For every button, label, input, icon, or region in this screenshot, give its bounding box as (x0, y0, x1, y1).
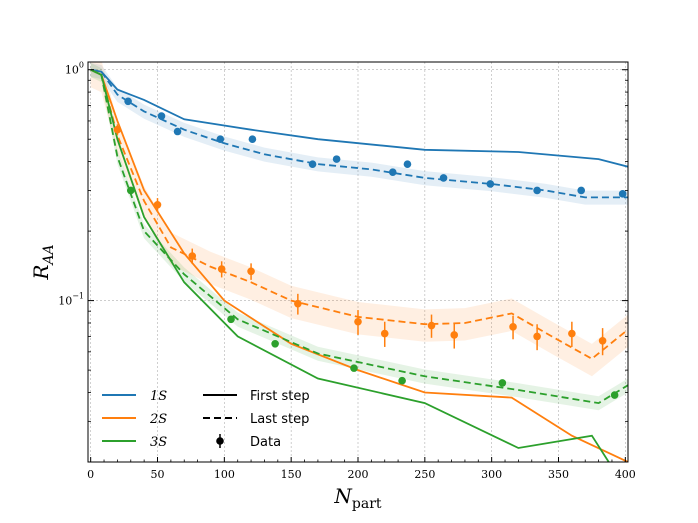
data-points (113, 97, 627, 399)
series-2s-data-point (450, 331, 459, 339)
series-1s-data-point (533, 186, 541, 195)
series-3s-data-point (126, 186, 135, 195)
series-1s-data-point (577, 186, 586, 195)
legend-3s-label: 3S (150, 435, 167, 450)
series-1s-data-point (332, 155, 341, 163)
x-tick-label: 300 (481, 468, 502, 481)
series-3s-data-point (271, 340, 279, 348)
series-2s-data-point (217, 265, 226, 273)
series-2s-data-point (188, 252, 197, 260)
legend-2s-label: 2S (149, 412, 167, 427)
series-1s-data-point (216, 135, 225, 144)
series-2s-data-point (533, 332, 541, 341)
x-tick-label: 400 (615, 468, 636, 481)
y-axis-ticks: 100 10−1 (58, 61, 628, 463)
x-tick-label: 150 (281, 468, 302, 481)
series-2s-data-point (247, 267, 255, 276)
series-2s-data-point (380, 329, 389, 338)
series-3s-first-step-line (90, 68, 610, 462)
series-3s-data-point (398, 376, 406, 385)
legend: 1S 2S 3S First step Last step Data (102, 389, 310, 450)
x-tick-label: 50 (151, 468, 165, 481)
series-2s-data-point (509, 323, 517, 331)
series-1s-data-point (618, 190, 627, 198)
legend-1s-label: 1S (150, 389, 167, 404)
series-2s-data-point (568, 329, 576, 338)
x-axis-ticks: 0 50 100 150 200 250 300 350 400 (87, 457, 636, 481)
x-axis-label: Npart (333, 484, 382, 512)
series-3s-data-point (350, 364, 358, 372)
series-2s-data-point (294, 299, 302, 308)
series-2s-first-step-line (90, 68, 628, 462)
series-1s-data-point (388, 168, 397, 176)
series-1s-first-step-line (90, 68, 628, 168)
series-2s-data-point (113, 125, 122, 134)
model-lines (90, 68, 628, 462)
series-2s-data-point (153, 200, 162, 209)
series-1s-data-point (486, 180, 495, 188)
x-tick-label: 0 (87, 468, 94, 481)
x-tick-label: 250 (414, 468, 435, 481)
series-2s-band (90, 62, 628, 377)
legend-last-step-label: Last step (250, 412, 309, 427)
series-1s-data-point (308, 160, 317, 168)
uncertainty-bands (90, 62, 628, 411)
series-2s-last-step-line (90, 68, 628, 360)
series-3s-data-point (610, 391, 619, 399)
grid-lines (88, 62, 628, 462)
legend-data-label: Data (250, 435, 281, 450)
series-2s-data-point (598, 336, 607, 345)
y-axis-label: RAA (29, 244, 57, 280)
legend-data-marker (216, 437, 224, 445)
series-1s-data-point (173, 127, 182, 136)
series-1s-data-point (124, 97, 132, 106)
series-1s-data-point (403, 160, 412, 168)
y-tick-label: 10−1 (58, 292, 84, 308)
x-tick-label: 200 (348, 468, 369, 481)
series-2s-data-point (354, 317, 362, 326)
x-tick-label: 100 (214, 468, 235, 481)
y-tick-label: 100 (65, 61, 84, 77)
series-1s-data-point (439, 174, 448, 182)
series-3s-data-point (498, 379, 507, 387)
series-2s-data-point (427, 321, 436, 330)
series-1s-data-point (248, 135, 257, 144)
series-3s-data-point (227, 315, 235, 324)
x-tick-label: 350 (548, 468, 569, 481)
series-3s-last-step-line (90, 68, 628, 405)
series-1s-data-point (157, 112, 166, 120)
series-1s-band (90, 62, 628, 205)
legend-first-step-label: First step (250, 389, 310, 404)
series-1s-last-step-line (90, 68, 628, 199)
